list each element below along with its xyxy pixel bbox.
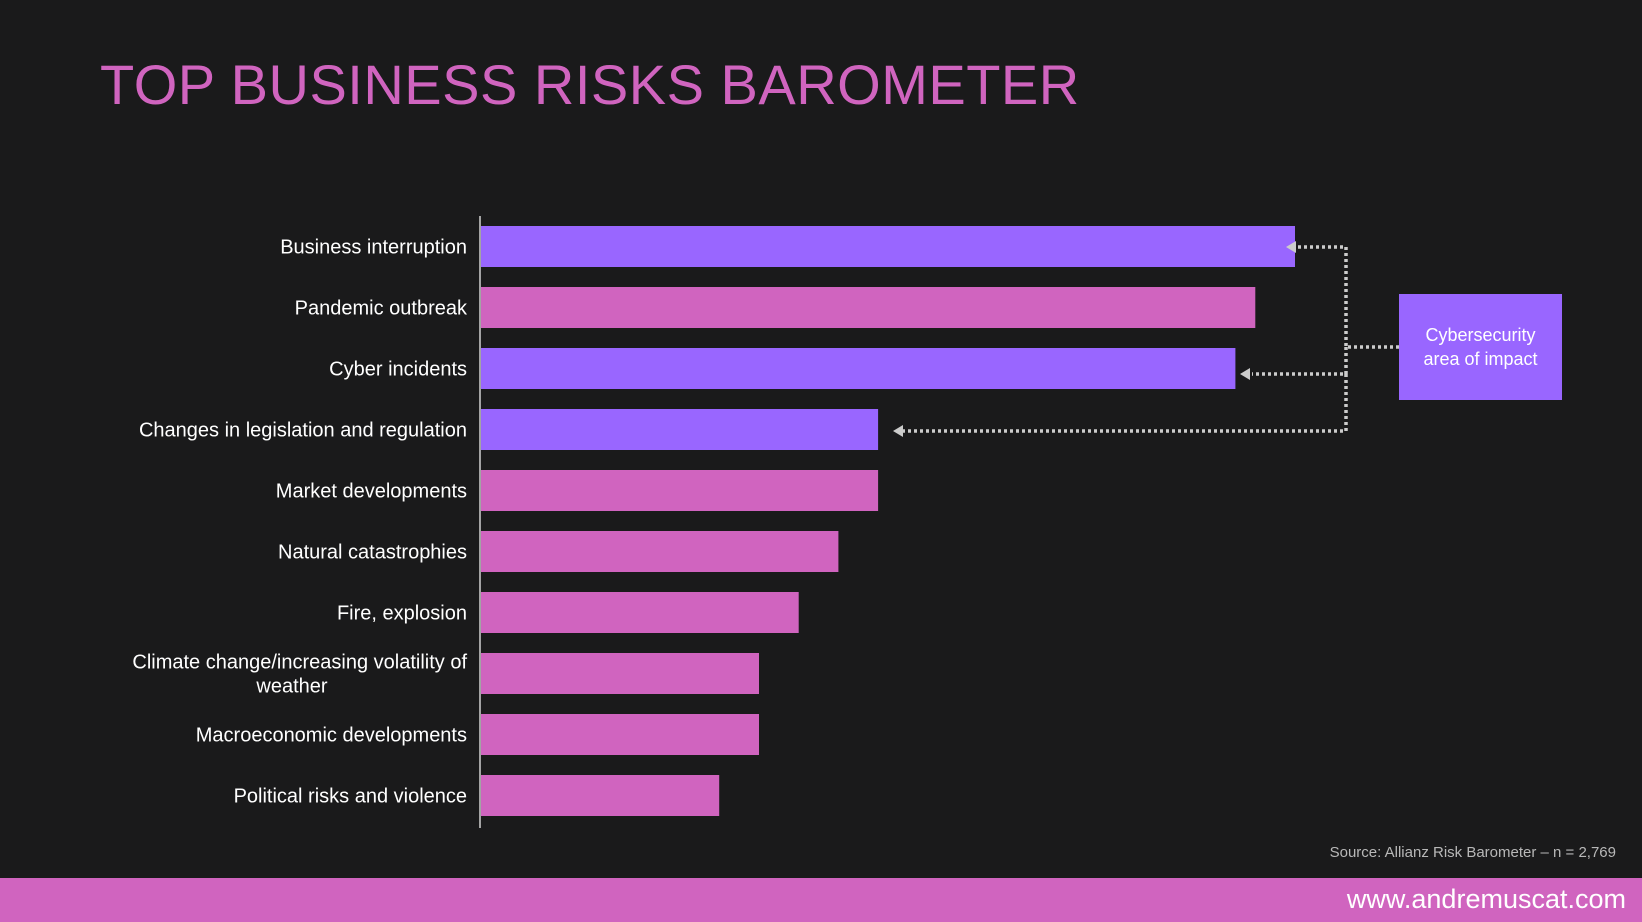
bar-business-interruption [481,226,1295,267]
category-labels-group: Business interruption Pandemic outbreak Cy… [132,237,468,808]
arrowhead-business-interruption [1286,241,1296,253]
bar-climate-change-increasing-volatility-of-weather [481,653,759,694]
category-label-changes-in-legislation-and-regulation: Changes in legislation and regulation [139,420,467,442]
bar-changes-in-legislation-and-regulation [481,409,879,450]
footer-bar: www.andremuscat.com [0,878,1642,922]
bar-political-risks-and-violence [481,775,720,816]
bar-chart: Business interruption Pandemic outbreak Cy… [132,216,1399,828]
arrowhead-legislation [893,425,903,437]
connector-cyber-incidents [1252,347,1348,376]
category-label-climate-change-increasing-volatility-of-weather: Climate change/increasing volatility of w… [132,652,467,698]
bars-group [481,226,1295,816]
page-title: TOP BUSINESS RISKS BAROMETER [100,53,1080,116]
category-label-political-risks-and-violence: Political risks and violence [234,786,467,808]
bar-fire-explosion [481,592,799,633]
category-label-macroeconomic-developments: Macroeconomic developments [196,725,467,747]
category-label-fire-explosion: Fire, explosion [337,603,467,625]
cybersecurity-callout: Cybersecurity area of impact [1399,294,1562,400]
bar-cyber-incidents [481,348,1236,389]
connector-main [1298,245,1399,349]
arrowheads [893,241,1296,437]
bar-pandemic-outbreak [481,287,1256,328]
arrowhead-cyber-incidents [1240,368,1250,380]
category-label-cyber-incidents: Cyber incidents [329,359,467,381]
callout-text: Cybersecurity area of impact [1423,325,1538,369]
source-note: Source: Allianz Risk Barometer – n = 2,7… [1329,844,1616,861]
footer-url: www.andremuscat.com [1346,884,1626,914]
category-label-market-developments: Market developments [276,481,467,503]
bar-natural-catastrophies [481,531,839,572]
connector-legislation [903,374,1348,433]
bar-market-developments [481,470,879,511]
callout-connectors [903,245,1399,433]
category-label-business-interruption: Business interruption [280,237,467,259]
bar-macroeconomic-developments [481,714,759,755]
category-label-pandemic-outbreak: Pandemic outbreak [295,298,468,320]
category-label-natural-catastrophies: Natural catastrophies [278,542,467,564]
